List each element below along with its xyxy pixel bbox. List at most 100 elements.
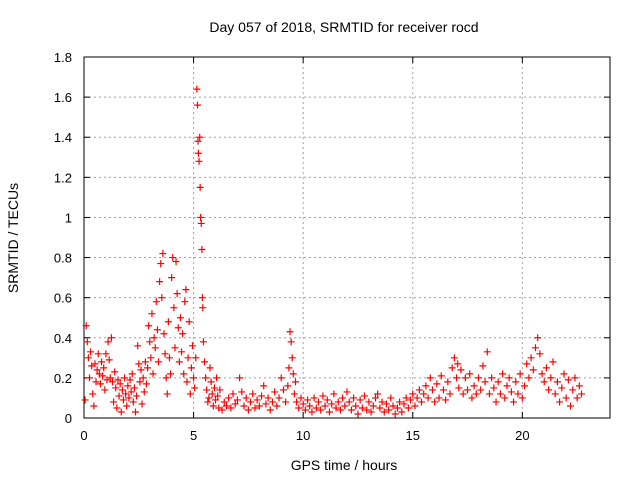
data-point	[91, 360, 99, 368]
data-point	[94, 350, 102, 358]
data-point	[168, 274, 176, 282]
data-point	[83, 338, 91, 346]
data-point	[197, 219, 205, 227]
data-point	[301, 406, 309, 414]
data-point	[468, 394, 476, 402]
data-point	[466, 370, 474, 378]
y-tick-label: 0.8	[54, 251, 72, 266]
data-point	[402, 394, 410, 402]
data-point	[187, 364, 195, 372]
data-point	[122, 390, 130, 398]
data-point	[545, 386, 553, 394]
data-point	[287, 338, 295, 346]
data-point	[492, 398, 500, 406]
data-point	[382, 400, 390, 408]
data-point	[87, 348, 95, 356]
data-point	[411, 402, 419, 410]
data-point	[134, 342, 142, 350]
data-point	[285, 364, 293, 372]
data-point	[358, 404, 366, 412]
data-point	[190, 374, 198, 382]
data-point	[376, 404, 384, 412]
data-point	[145, 322, 153, 330]
data-point	[98, 358, 106, 366]
data-point	[413, 394, 421, 402]
data-point	[152, 298, 160, 306]
data-point	[374, 390, 382, 398]
data-point	[236, 374, 244, 382]
data-point	[141, 358, 149, 366]
data-point	[527, 354, 535, 362]
data-point	[244, 406, 252, 414]
data-point	[315, 398, 323, 406]
data-point	[512, 378, 520, 386]
data-point	[126, 376, 134, 384]
data-point	[354, 410, 362, 418]
data-point	[163, 390, 171, 398]
data-point	[205, 394, 213, 402]
data-point	[450, 354, 458, 362]
data-point	[459, 390, 467, 398]
data-point	[99, 372, 107, 380]
data-point	[160, 330, 168, 338]
data-point	[140, 388, 148, 396]
data-point	[444, 378, 452, 386]
data-point	[341, 402, 349, 410]
data-point	[225, 394, 233, 402]
data-point	[115, 392, 123, 400]
data-point	[398, 408, 406, 416]
data-point	[323, 396, 331, 404]
data-point	[216, 386, 224, 394]
data-point	[562, 394, 570, 402]
data-point	[165, 354, 173, 362]
data-point	[523, 360, 531, 368]
data-point	[439, 386, 447, 394]
data-point	[525, 374, 533, 382]
data-point	[132, 408, 140, 416]
data-point	[479, 362, 487, 370]
data-point	[330, 390, 338, 398]
data-point	[142, 380, 150, 388]
data-point	[385, 406, 393, 414]
data-point	[179, 330, 187, 338]
data-point	[312, 404, 320, 412]
data-point	[490, 384, 498, 392]
data-point	[431, 398, 439, 406]
plot-frame	[83, 56, 611, 419]
data-point	[529, 366, 537, 374]
data-point	[206, 364, 214, 372]
data-point	[378, 398, 386, 406]
data-point	[575, 382, 583, 390]
data-point	[137, 366, 145, 374]
data-point	[567, 402, 575, 410]
data-point	[542, 364, 550, 372]
data-point	[82, 322, 90, 330]
data-point	[157, 260, 165, 268]
data-point	[113, 404, 121, 412]
data-point	[409, 390, 417, 398]
data-point	[184, 354, 192, 362]
data-point	[155, 358, 163, 366]
data-point	[363, 406, 371, 414]
data-point	[494, 378, 502, 386]
data-point	[426, 374, 434, 382]
data-point	[347, 406, 355, 414]
data-point	[149, 370, 157, 378]
data-point	[365, 398, 373, 406]
data-point	[107, 334, 115, 342]
data-point	[336, 406, 344, 414]
data-point	[306, 402, 314, 410]
data-point	[501, 394, 509, 402]
chart-title: Day 057 of 2018, SRMTID for receiver roc…	[209, 19, 478, 35]
data-point	[194, 149, 202, 157]
data-point	[84, 354, 92, 362]
data-point	[284, 382, 292, 390]
axis-ticks: 0 0.2 0.4 0.6 0.8 1 1.2 1.4 1.6 1.8 0 5 10 15 20	[54, 50, 610, 443]
data-point	[133, 392, 141, 400]
data-point	[198, 246, 206, 254]
data-point	[118, 386, 126, 394]
data-point	[418, 398, 426, 406]
data-point	[101, 386, 109, 394]
data-point	[380, 408, 388, 416]
data-point	[477, 386, 485, 394]
